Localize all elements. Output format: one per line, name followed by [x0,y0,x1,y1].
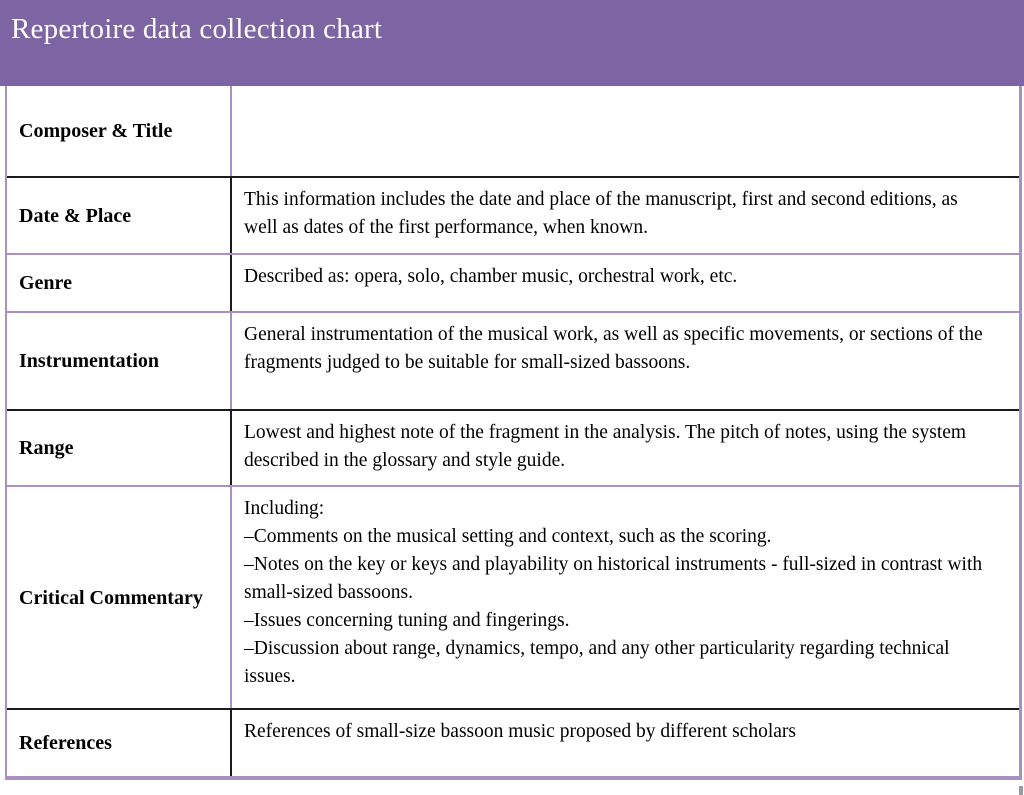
scrollbar-fragment [1019,786,1023,795]
table-row-genre: Genre Described as: opera, solo, chamber… [7,255,1019,313]
row-description-genre: Described as: opera, solo, chamber music… [232,255,1019,311]
row-label-references: References [7,710,232,776]
table-row-date-place: Date & Place This information includes t… [7,178,1019,255]
title-banner: Repertoire data collection chart [0,0,1024,86]
row-label-text: Date & Place [19,204,132,227]
commentary-line: –Comments on the musical setting and con… [244,526,772,547]
row-label-date-place: Date & Place [7,178,232,253]
commentary-line: Including: [244,498,325,519]
table-row-range: Range Lowest and highest note of the fra… [7,411,1019,487]
row-label-instrumentation: Instrumentation [7,313,232,409]
row-description-text: Described as: opera, solo, chamber music… [244,266,738,287]
row-label-critical-commentary: Critical Commentary [7,487,232,708]
row-label-text: Critical Commentary [19,586,203,609]
row-label-range: Range [7,411,232,485]
row-label-text: References [19,732,112,754]
commentary-line: –Notes on the key or keys and playabilit… [244,554,983,603]
repertoire-table: Composer & Title Date & Place This infor… [5,86,1022,780]
row-description-references: References of small-size bassoon music p… [232,710,1019,776]
row-description-instrumentation: General instrumentation of the musical w… [232,313,1019,409]
row-label-composer-title: Composer & Title [7,86,232,176]
row-description-composer-title [232,86,1019,176]
row-description-date-place: This information includes the date and p… [232,178,1019,253]
row-description-text: This information includes the date and p… [244,189,958,238]
row-label-text: Composer & Title [19,120,173,142]
table-row-composer-title: Composer & Title [7,86,1019,178]
row-label-genre: Genre [7,255,232,311]
table-row-critical-commentary: Critical Commentary Including: –Comments… [7,487,1019,710]
row-description-critical-commentary: Including: –Comments on the musical sett… [232,487,1019,708]
table-row-instrumentation: Instrumentation General instrumentation … [7,313,1019,411]
commentary-line: –Issues concerning tuning and fingerings… [244,610,570,631]
row-label-text: Instrumentation [19,350,160,372]
row-description-range: Lowest and highest note of the fragment … [232,411,1019,485]
row-label-text: Range [19,437,74,459]
row-description-text: Lowest and highest note of the fragment … [244,422,967,471]
table-row-references: References References of small-size bass… [7,710,1019,776]
row-label-text: Genre [19,272,72,294]
page-title: Repertoire data collection chart [11,13,383,45]
commentary-line: –Discussion about range, dynamics, tempo… [244,638,950,687]
row-description-text: References of small-size bassoon music p… [244,721,796,742]
row-description-text: General instrumentation of the musical w… [244,324,983,373]
